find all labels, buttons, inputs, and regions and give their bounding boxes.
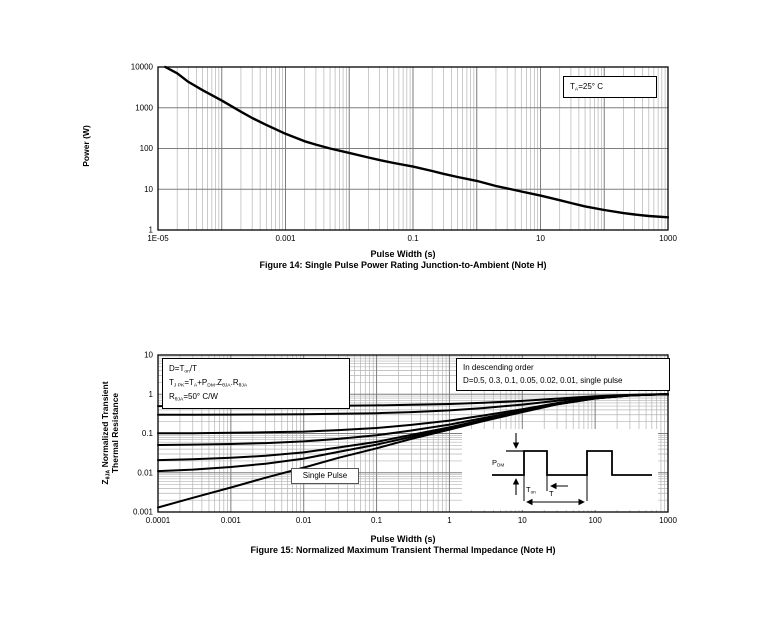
x-tick-label: 100 bbox=[588, 516, 602, 525]
x-tick-label: 10 bbox=[518, 516, 527, 525]
fig15-formula-line3: RθJA=50° C/W bbox=[169, 392, 218, 403]
x-tick-label: 1000 bbox=[659, 234, 677, 243]
x-tick-label: 0.0001 bbox=[146, 516, 171, 525]
y-tick-label: 100 bbox=[140, 144, 154, 153]
pulse-train-waveform bbox=[492, 450, 652, 476]
x-tick-label: 1000 bbox=[659, 516, 677, 525]
y-tick-label: 1 bbox=[149, 226, 154, 235]
y-tick-label: 0.001 bbox=[133, 508, 154, 517]
fig15-y-axis-label-line1: ZθJA Normalized Transient bbox=[100, 381, 112, 485]
y-tick-label: 0.1 bbox=[142, 429, 154, 438]
y-tick-label: 10 bbox=[144, 185, 153, 194]
fig14-caption: Figure 14: Single Pulse Power Rating Jun… bbox=[259, 260, 547, 270]
fig15-caption: Figure 15: Normalized Maximum Transient … bbox=[250, 545, 556, 555]
fig15-legend-box: In descending order D=0.5, 0.3, 0.1, 0.0… bbox=[456, 358, 670, 391]
period-label: T bbox=[549, 489, 554, 498]
y-tick-label: 10000 bbox=[131, 63, 154, 72]
x-tick-label: 0.1 bbox=[371, 516, 383, 525]
fig15-pulse-waveform-inset: PDM Ton T bbox=[462, 429, 658, 510]
x-tick-label: 0.1 bbox=[407, 234, 419, 243]
x-tick-label: 0.01 bbox=[296, 516, 312, 525]
fig14-ta-annotation-box: TA=25° C bbox=[563, 76, 657, 98]
curve-single-pulse bbox=[157, 393, 669, 509]
fig14-x-axis-label: Pulse Width (s) bbox=[370, 249, 436, 259]
x-tick-label: 0.001 bbox=[221, 516, 242, 525]
fig14-ta-annotation-text: TA=25° C bbox=[570, 82, 603, 93]
fig15-single-pulse-label: Single Pulse bbox=[291, 468, 359, 484]
x-tick-label: 0.001 bbox=[275, 234, 296, 243]
fig15-legend-line1: In descending order bbox=[463, 363, 534, 372]
y-tick-label: 1 bbox=[149, 390, 154, 399]
fig14-y-axis-label: Power (W) bbox=[81, 125, 91, 167]
ton-label: Ton bbox=[526, 485, 536, 495]
x-tick-label: 1E-05 bbox=[147, 234, 169, 243]
fig15-formula-box: D=Ton/T TJ PK=TA+PDM.ZθJA.RθJA RθJA=50° … bbox=[162, 358, 350, 409]
y-tick-label: 10 bbox=[144, 351, 153, 360]
fig15-y-axis-label-line2: Thermal Resistance bbox=[110, 392, 120, 474]
curve-single-pulse-power bbox=[164, 65, 669, 219]
fig15-y-axis-label: ZθJA Normalized Transient Thermal Resist… bbox=[100, 333, 120, 533]
fig15-formula-line2: TJ PK=TA+PDM.ZθJA.RθJA bbox=[169, 378, 248, 389]
fig15-x-axis-label: Pulse Width (s) bbox=[370, 534, 436, 544]
x-tick-label: 10 bbox=[536, 234, 545, 243]
x-tick-label: 1 bbox=[447, 516, 452, 525]
fig15-legend-line2: D=0.5, 0.3, 0.1, 0.05, 0.02, 0.01, singl… bbox=[463, 376, 623, 385]
plot-border bbox=[157, 354, 669, 513]
pulse-waveform-diagram bbox=[492, 433, 652, 506]
plot-border bbox=[157, 66, 669, 231]
y-tick-label: 1000 bbox=[135, 103, 153, 112]
fig15-formula-line1: D=Ton/T bbox=[169, 364, 197, 375]
pdm-label: PDM bbox=[492, 458, 505, 468]
y-tick-label: 0.01 bbox=[137, 468, 153, 477]
